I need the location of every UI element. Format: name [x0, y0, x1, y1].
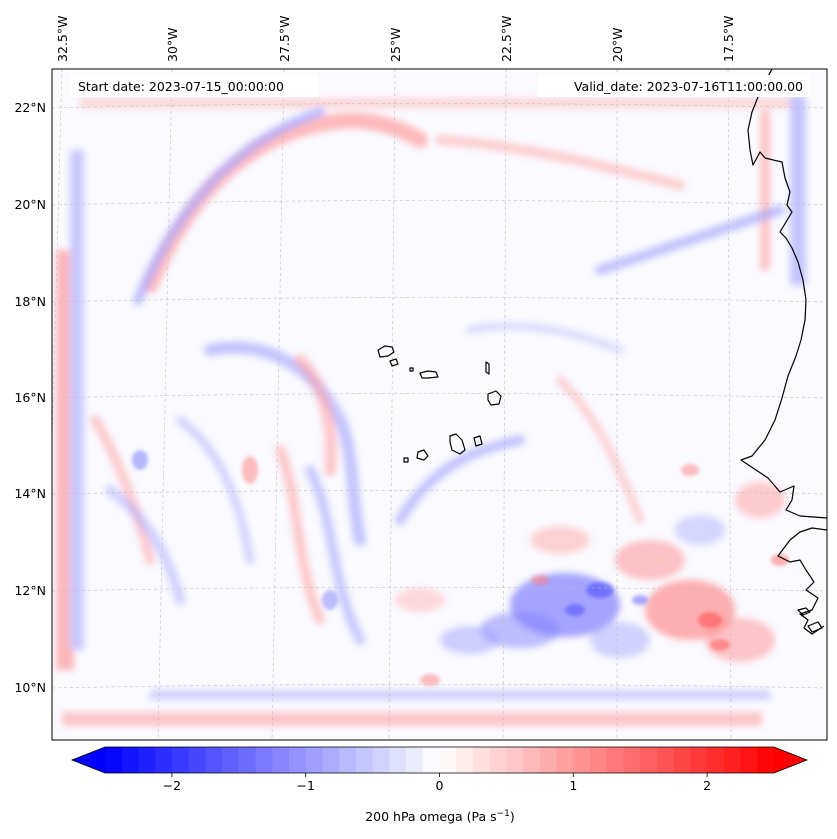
colorbar-cell [272, 747, 290, 773]
cape-verde-fogo [416, 449, 429, 461]
colorbar-cell [640, 747, 658, 773]
colorbar-cell [406, 747, 424, 773]
lat-label: 20°N [14, 197, 46, 212]
colorbar-outline [70, 746, 809, 774]
colorbar-cell [556, 747, 574, 773]
colorbar-tick-label: 2 [703, 778, 711, 793]
cape-verde-islet [409, 367, 414, 372]
colorbar-cell [288, 747, 307, 773]
lon-label: 22.5°W [499, 16, 514, 62]
colorbar: −2 −1 0 1 2 200 hPa omega (Pa s−1) [70, 746, 809, 824]
valid-date-box [538, 75, 810, 97]
lon-label: 32.5°W [55, 16, 70, 62]
colorbar-cell [339, 747, 357, 773]
cape-verde-boa-vista [487, 390, 502, 406]
cape-verde-sal [485, 361, 490, 375]
colorbar-cell [489, 747, 508, 773]
colorbar-cell [355, 747, 374, 773]
colorbar-cell [673, 747, 691, 773]
colorbar-tick-label: −1 [296, 778, 314, 793]
cape-verde-sao-vicente [389, 358, 399, 367]
colorbar-cell [590, 747, 608, 773]
colorbar-ticks: −2 −1 0 1 2 [163, 773, 711, 793]
africa-coast-south [777, 527, 827, 635]
lon-label: 27.5°W [277, 16, 292, 62]
latitude-labels: 22°N 20°N 18°N 16°N 14°N 12°N 10°N [14, 100, 46, 695]
lat-label: 16°N [14, 390, 46, 405]
africa-coast [740, 69, 827, 519]
colorbar-tick-label: 0 [436, 778, 444, 793]
lat-label: 18°N [14, 294, 46, 309]
colorbar-extend-low [72, 747, 105, 773]
colorbar-cell [757, 747, 775, 773]
lat-label: 14°N [14, 486, 46, 501]
colorbar-cell [255, 747, 273, 773]
lon-label: 17.5°W [721, 16, 736, 62]
colorbar-cell [439, 747, 457, 773]
colorbar-cell [238, 747, 257, 773]
map-frame [51, 68, 828, 741]
start-date-label: Start date: 2023-07-15_00:00:00 [78, 79, 284, 94]
bijagos-islands [797, 607, 823, 633]
longitude-labels: 32.5°W 30°W 27.5°W 25°W 22.5°W 20°W 17.5… [55, 16, 736, 62]
colorbar-cell [155, 747, 173, 773]
colorbar-extend-high [774, 747, 807, 773]
colorbar-label: 200 hPa omega (Pa s−1) [365, 809, 515, 824]
colorbar-tick-label: −2 [163, 778, 181, 793]
colorbar-cell [121, 747, 140, 773]
colorbar-cell [305, 747, 324, 773]
colorbar-cell [539, 747, 558, 773]
cape-verde-brava [403, 457, 409, 463]
colorbar-cell [205, 747, 223, 773]
omega-field [52, 69, 827, 740]
lon-label: 30°W [165, 27, 180, 62]
lat-label: 10°N [14, 680, 46, 695]
cape-verde-sao-nicolau [419, 370, 439, 379]
colorbar-cell [606, 747, 625, 773]
cape-verde-maio [473, 435, 483, 447]
lat-label: 22°N [14, 100, 46, 115]
lon-label: 20°W [610, 27, 625, 62]
colorbar-cell [740, 747, 758, 773]
colorbar-cell [171, 747, 190, 773]
colorbar-cell [322, 747, 340, 773]
colorbar-cell [472, 747, 491, 773]
lon-label: 25°W [388, 27, 403, 62]
valid-date-label: Valid_date: 2023-07-16T11:00:00.00 [574, 79, 803, 94]
colorbar-cell [656, 747, 675, 773]
cape-verde-santiago [449, 433, 466, 455]
colorbar-cell [573, 747, 591, 773]
map-panel: Start date: 2023-07-15_00:00:00 Valid_da… [51, 68, 828, 741]
colorbar-cell [188, 747, 206, 773]
gridlines [52, 69, 827, 740]
colorbar-cell [422, 747, 441, 773]
lat-label: 12°N [14, 583, 46, 598]
coastline [377, 69, 827, 635]
colorbar-cell [690, 747, 708, 773]
colorbar-cell [222, 747, 240, 773]
colorbar-cells [105, 747, 775, 773]
colorbar-cell [389, 747, 407, 773]
start-date-box [70, 75, 318, 97]
colorbar-cell [372, 747, 390, 773]
colorbar-cell [707, 747, 725, 773]
colorbar-cell [456, 747, 474, 773]
colorbar-cell [523, 747, 541, 773]
colorbar-cell [105, 747, 123, 773]
colorbar-tick-label: 1 [569, 778, 577, 793]
colorbar-cell [138, 747, 156, 773]
colorbar-cell [723, 747, 742, 773]
colorbar-cell [623, 747, 641, 773]
colorbar-cell [506, 747, 524, 773]
cape-verde-santo-antao [377, 345, 395, 358]
